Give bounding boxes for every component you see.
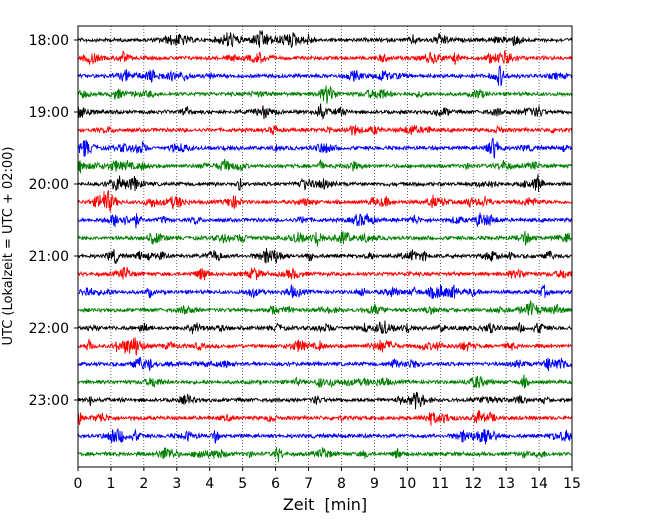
seismogram-trace bbox=[77, 391, 573, 410]
x-tick-label: 3 bbox=[172, 476, 181, 492]
x-tick-label: 12 bbox=[464, 476, 482, 492]
y-axis-label: UTC (Lokalzeit = UTC + 02:00) bbox=[1, 147, 16, 346]
seismogram-trace bbox=[77, 284, 573, 299]
seismogram-trace bbox=[77, 30, 573, 49]
x-tick-label: 0 bbox=[74, 476, 83, 492]
seismogram-trace bbox=[77, 337, 573, 356]
seismogram-trace bbox=[77, 410, 573, 426]
seismogram-trace bbox=[77, 300, 573, 316]
seismogram-trace bbox=[77, 124, 573, 136]
seismogram-trace bbox=[77, 266, 573, 281]
y-axis-ticks: 18:00 19:00 20:00 21:00 22:00 23:00 bbox=[29, 33, 78, 409]
y-tick-label: 23:00 bbox=[29, 393, 69, 409]
seismogram-trace bbox=[77, 374, 573, 389]
seismogram-trace bbox=[77, 212, 573, 229]
seismogram-trace bbox=[77, 428, 573, 445]
seismogram-trace bbox=[77, 85, 573, 104]
x-tick-label: 10 bbox=[398, 476, 416, 492]
seismogram-trace bbox=[77, 50, 573, 65]
x-tick-label: 6 bbox=[271, 476, 280, 492]
x-tick-label: 9 bbox=[370, 476, 379, 492]
seismogram-trace bbox=[77, 174, 573, 192]
seismogram-trace bbox=[77, 158, 573, 174]
seismogram-trace bbox=[77, 190, 573, 212]
y-tick-label: 22:00 bbox=[29, 321, 69, 337]
x-tick-label: 8 bbox=[337, 476, 346, 492]
seismogram-trace bbox=[77, 103, 573, 121]
seismogram-trace bbox=[77, 356, 573, 372]
seismogram-trace bbox=[77, 137, 573, 159]
y-tick-label: 21:00 bbox=[29, 249, 69, 265]
x-tick-label: 11 bbox=[431, 476, 449, 492]
x-tick-label: 4 bbox=[205, 476, 214, 492]
x-tick-label: 7 bbox=[304, 476, 313, 492]
y-tick-label: 19:00 bbox=[29, 105, 69, 121]
x-axis-ticks: 0 1 2 3 4 5 6 7 8 9 10 11 12 13 14 15 bbox=[74, 467, 581, 492]
seismogram-trace bbox=[77, 65, 573, 87]
seismogram-traces bbox=[77, 30, 573, 463]
seismogram-trace bbox=[77, 446, 573, 463]
x-tick-label: 15 bbox=[563, 476, 581, 492]
y-tick-label: 20:00 bbox=[29, 177, 69, 193]
x-tick-label: 5 bbox=[238, 476, 247, 492]
seismogram-trace bbox=[77, 248, 573, 264]
x-tick-label: 13 bbox=[497, 476, 515, 492]
seismogram-trace bbox=[77, 320, 573, 335]
x-axis-label: Zeit [min] bbox=[283, 495, 367, 514]
seismogram-trace bbox=[77, 230, 573, 247]
plot-frame bbox=[77, 25, 573, 468]
y-tick-label: 18:00 bbox=[29, 33, 69, 49]
x-tick-label: 2 bbox=[139, 476, 148, 492]
x-tick-label: 1 bbox=[106, 476, 115, 492]
x-tick-label: 14 bbox=[530, 476, 548, 492]
